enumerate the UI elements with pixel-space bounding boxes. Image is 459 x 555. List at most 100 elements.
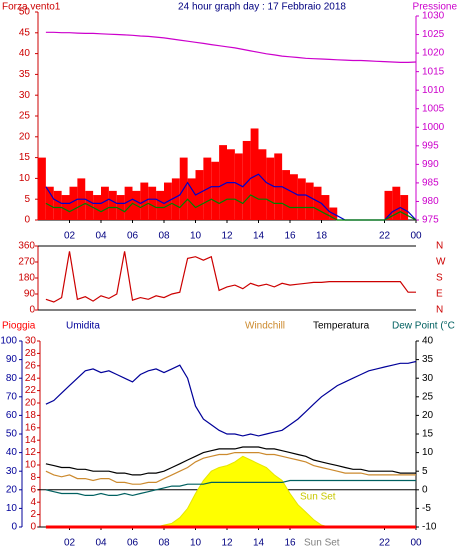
- y-tick-label: 14: [25, 435, 37, 446]
- y-tick-label: W: [436, 257, 446, 268]
- y-tick-label: 1010: [422, 85, 445, 96]
- y-tick-label: 360: [18, 241, 35, 252]
- y-tick-label: 25: [422, 391, 434, 402]
- y-tick-label: 20: [6, 484, 18, 495]
- gust-bar: [108, 190, 117, 220]
- y-tick-label: 16: [25, 422, 37, 433]
- y-tick-label: 20: [422, 410, 434, 421]
- y-tick-label: 24: [25, 373, 37, 384]
- x-tick-label: 10: [190, 231, 202, 242]
- y-tick-label: 990: [422, 159, 439, 170]
- y-tick-label: 30: [6, 466, 18, 477]
- y-tick-label: 50: [6, 429, 18, 440]
- x-tick-label: 16: [284, 538, 296, 549]
- x-tick-label: 14: [253, 231, 265, 242]
- y-tick-label: 12: [25, 447, 37, 458]
- y-tick-label: 10: [422, 447, 434, 458]
- y-tick-label: 60: [6, 410, 18, 421]
- gust-bar: [266, 157, 275, 220]
- x-tick-label: 00: [410, 538, 422, 549]
- y-tick-label: 5: [24, 194, 30, 205]
- x-tick-label: 12: [221, 538, 233, 549]
- y-tick-label: 26: [25, 360, 37, 371]
- gust-bar: [227, 149, 235, 220]
- gust-bar: [61, 195, 70, 220]
- y-tick-label: 40: [19, 48, 31, 59]
- y-tick-label: 1015: [422, 66, 445, 77]
- y-tick-label: 100: [0, 336, 17, 347]
- legend-label: Umidita: [66, 321, 100, 332]
- y-tick-label: 0: [29, 305, 35, 316]
- y-tick-label: 15: [19, 152, 31, 163]
- gust-bar: [116, 195, 125, 220]
- x-tick-label: 12: [221, 231, 233, 242]
- y-tick-label: 20: [19, 131, 31, 142]
- y-tick-label: 6: [30, 484, 36, 495]
- y-tick-label: 45: [19, 27, 31, 38]
- series-line: [45, 452, 416, 485]
- gust-bar: [124, 186, 133, 220]
- y-tick-label: 30: [25, 336, 37, 347]
- legend-label: Windchill: [245, 321, 285, 332]
- y-tick-label: 270: [18, 257, 35, 268]
- y-tick-label: 995: [422, 140, 439, 151]
- x-tick-label: 00: [410, 231, 422, 242]
- y-tick-label: 70: [6, 391, 18, 402]
- x-tick-label: 02: [64, 538, 76, 549]
- y-tick-label: 20: [25, 398, 37, 409]
- gust-bar: [195, 170, 204, 220]
- legend-label: Dew Point (°C: [392, 321, 455, 332]
- y-tick-label: N: [436, 241, 443, 252]
- gust-bar: [148, 186, 157, 220]
- gust-bar: [313, 186, 322, 220]
- y-tick-label: 40: [422, 336, 434, 347]
- x-tick-label: 22: [379, 231, 391, 242]
- y-tick-label: 50: [19, 7, 31, 18]
- y-tick-label: 15: [422, 429, 434, 440]
- y-tick-label: 180: [18, 273, 35, 284]
- x-tick-label: 18: [316, 231, 328, 242]
- series-line: [45, 31, 417, 63]
- gust-bar: [211, 161, 220, 220]
- y-tick-label: 10: [25, 460, 37, 471]
- y-tick-label: 80: [6, 373, 18, 384]
- y-tick-label: 1020: [422, 48, 445, 59]
- x-tick-label: 06: [127, 231, 139, 242]
- y-tick-label: 1000: [422, 122, 445, 133]
- y-tick-label: 35: [422, 354, 434, 365]
- series-line: [45, 479, 416, 497]
- y-tick-label: 985: [422, 178, 439, 189]
- series-line: [45, 360, 417, 437]
- y-tick-label: 0: [422, 484, 428, 495]
- annotation: Sun Set: [304, 538, 340, 549]
- series-line: [45, 251, 416, 303]
- y-tick-label: 90: [24, 289, 36, 300]
- x-tick-label: 10: [190, 538, 202, 549]
- y-tick-label: 40: [6, 447, 18, 458]
- y-tick-label: N: [436, 305, 443, 316]
- gust-bar: [53, 190, 62, 220]
- x-tick-label: 04: [95, 538, 107, 549]
- gust-bar: [38, 157, 46, 220]
- sun-area: [45, 455, 416, 528]
- y-tick-label: 10: [6, 503, 18, 514]
- legend-label: Pioggia: [2, 321, 36, 332]
- gust-bar: [69, 186, 78, 220]
- y-tick-label: 1005: [422, 103, 445, 114]
- y-tick-label: 25: [19, 111, 31, 122]
- y-tick-label: 0: [24, 215, 30, 226]
- y-tick-label: -10: [422, 522, 437, 533]
- gust-bar: [45, 186, 54, 220]
- y-tick-label: 10: [19, 173, 31, 184]
- y-tick-label: 975: [422, 215, 439, 226]
- y-tick-label: 30: [19, 90, 31, 101]
- gust-bar: [400, 195, 409, 220]
- y-tick-label: 28: [25, 348, 37, 359]
- y-tick-label: 2: [30, 509, 36, 520]
- pressure-axis-label: Pressione: [413, 2, 458, 13]
- wind-axis-label: Forza vento1: [2, 2, 61, 13]
- x-tick-label: 16: [284, 231, 296, 242]
- y-tick-label: 35: [19, 69, 31, 80]
- y-tick-label: 90: [6, 354, 18, 365]
